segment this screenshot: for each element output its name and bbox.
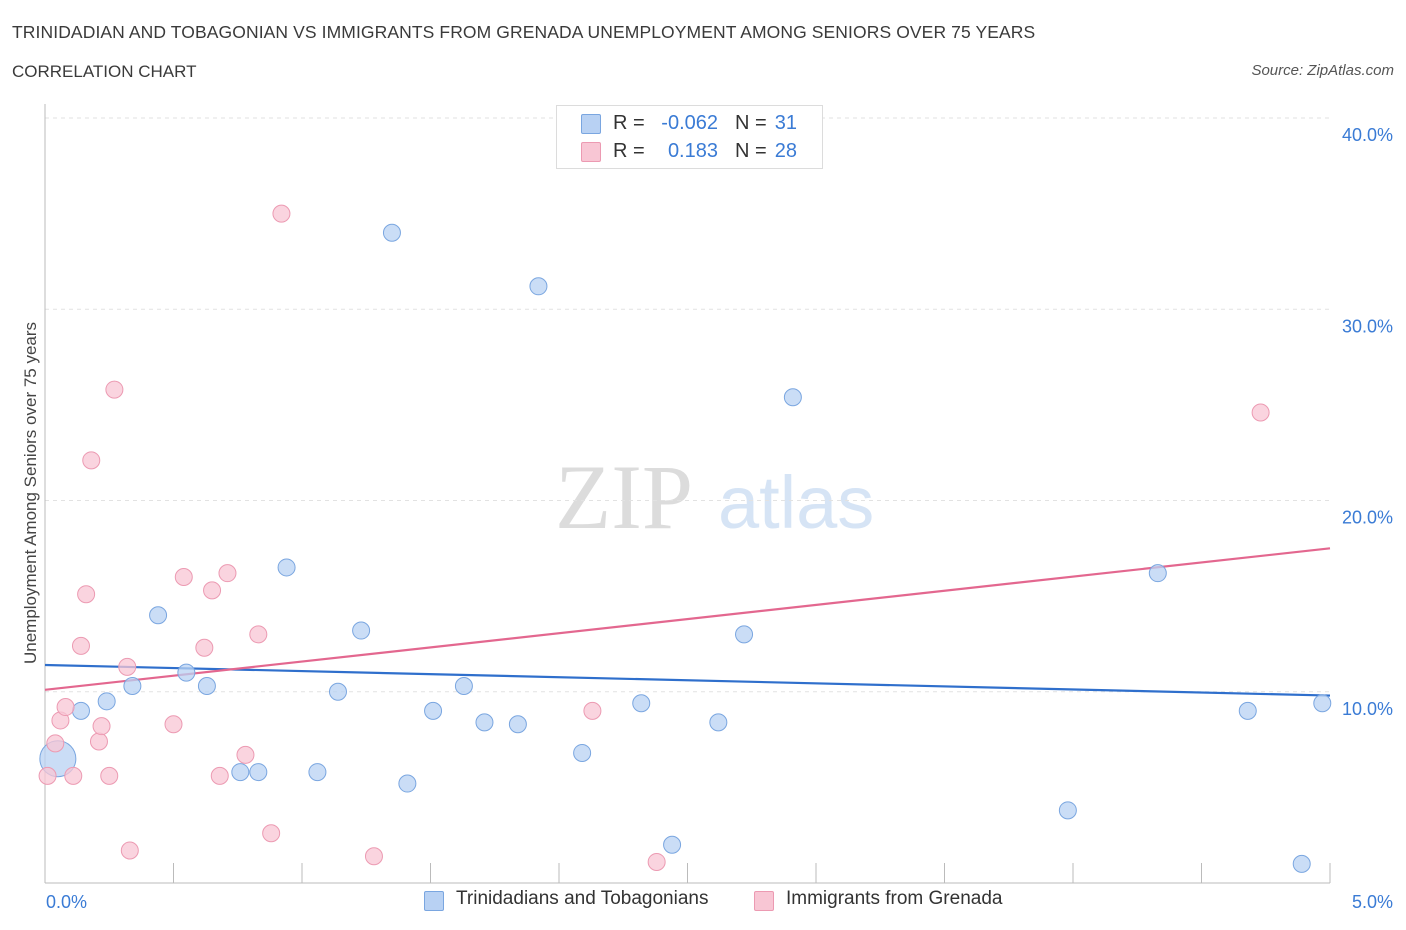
r-label: R = [613,112,645,134]
blue-swatch-icon [581,114,601,134]
pink-data-point[interactable] [249,625,268,644]
chart-title: TRINIDADIAN AND TOBAGONIAN VS IMMIGRANTS… [12,22,1036,42]
y-tick-label: 40.0% [1342,125,1393,145]
blue-data-point[interactable] [308,763,327,782]
blue-data-point[interactable] [454,677,473,696]
blue-data-point[interactable] [352,621,371,640]
blue-data-point[interactable] [424,701,443,720]
pink-data-point[interactable] [195,638,214,657]
legend-row-grenada: R = 0.183 N = 28 [557,138,822,166]
n-value: 31 [774,112,797,134]
pink-data-point[interactable] [100,766,119,785]
pink-data-point[interactable] [77,585,96,604]
blue-data-point[interactable] [573,743,592,762]
chart-subtitle: CORRELATION CHART [12,62,197,81]
pink-data-point[interactable] [38,766,57,785]
pink-data-point[interactable] [89,732,108,751]
blue-data-point[interactable] [735,625,754,644]
legend-label: Immigrants from Grenada [786,888,1003,909]
watermark-zip: ZIP [555,446,693,548]
y-tick-label: 30.0% [1342,316,1393,336]
pink-data-point[interactable] [56,698,75,717]
blue-data-point[interactable] [382,223,401,242]
x-tick-label: 5.0% [1352,892,1393,912]
correlation-legend: R = -0.062 N = 31 R = 0.183 N = 28 [556,105,823,169]
blue-data-point[interactable] [197,677,216,696]
pink-data-point[interactable] [364,847,383,866]
n-label: N = [735,112,767,134]
pink-data-point[interactable] [71,636,90,655]
blue-data-point[interactable] [632,694,651,713]
r-label: R = [613,140,645,162]
pink-data-point[interactable] [1251,403,1270,422]
pink-data-point[interactable] [82,451,101,470]
blue-data-point[interactable] [529,277,548,296]
blue-data-point[interactable] [1148,564,1167,583]
blue-data-point[interactable] [709,713,728,732]
blue-data-point[interactable] [177,663,196,682]
blue-data-point[interactable] [149,606,168,625]
blue-data-point[interactable] [231,763,250,782]
pink-data-point[interactable] [272,204,291,223]
pink-swatch-icon [581,142,601,162]
pink-data-point[interactable] [105,380,124,399]
n-value: 28 [774,140,797,162]
blue-data-point[interactable] [277,558,296,577]
blue-data-point[interactable] [1238,701,1257,720]
pink-data-point[interactable] [118,657,137,676]
blue-data-point[interactable] [249,763,268,782]
n-label: N = [735,140,767,162]
pink-data-point[interactable] [218,564,237,583]
blue-data-point[interactable] [1292,854,1311,873]
pink-swatch-icon [754,891,774,911]
y-tick-label: 20.0% [1342,508,1393,528]
pink-data-point[interactable] [120,841,139,860]
blue-data-point[interactable] [97,692,116,711]
pink-data-point[interactable] [236,745,255,764]
r-value: 0.183 [667,140,718,162]
blue-trend-line [44,663,1331,697]
pink-data-point[interactable] [210,766,229,785]
blue-data-point[interactable] [475,713,494,732]
y-tick-label: 10.0% [1342,699,1393,719]
legend-label: Trinidadians and Tobagonians [456,888,709,909]
pink-trend-line [44,547,1331,691]
blue-swatch-icon [424,891,444,911]
pink-data-point[interactable] [262,824,281,843]
pink-data-point[interactable] [203,581,222,600]
pink-data-point[interactable] [64,766,83,785]
blue-data-point[interactable] [71,701,90,720]
blue-data-point[interactable] [1058,801,1077,820]
watermark-atlas: atlas [718,461,874,544]
legend-row-trinidadians: R = -0.062 N = 31 [557,110,822,138]
r-value: -0.062 [661,112,718,134]
blue-data-point[interactable] [663,835,682,854]
blue-data-point[interactable] [508,715,527,734]
pink-data-point[interactable] [46,734,65,753]
blue-data-point[interactable] [123,677,142,696]
pink-data-point[interactable] [647,852,666,871]
pink-data-point[interactable] [92,717,111,736]
pink-data-point[interactable] [164,715,183,734]
blue-data-point[interactable] [783,388,802,407]
blue-data-point[interactable] [398,774,417,793]
blue-data-point[interactable] [1313,694,1332,713]
source-label: Source: ZipAtlas.com [1251,62,1394,79]
pink-data-point[interactable] [583,701,602,720]
blue-data-point[interactable] [328,682,347,701]
pink-data-point[interactable] [174,568,193,586]
x-tick-label: 0.0% [46,892,87,912]
